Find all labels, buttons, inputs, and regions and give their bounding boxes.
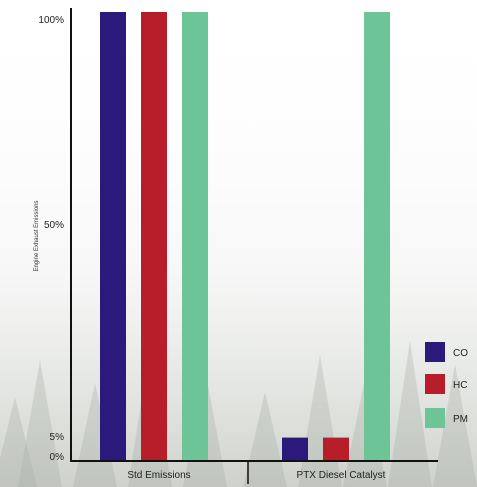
- legend-label-hc: HC: [453, 380, 467, 391]
- y-axis-label: Engine Exhaust Emissions: [34, 200, 40, 271]
- legend: CO HC PM: [425, 342, 468, 428]
- x-axis-categories: Std Emissions PTX Diesel Catalyst: [127, 470, 385, 481]
- bar-co-ptx: [282, 437, 308, 460]
- legend-swatch-hc: [425, 374, 445, 394]
- x-category-label: PTX Diesel Catalyst: [297, 470, 386, 481]
- bar-hc-ptx: [323, 437, 349, 460]
- legend-swatch-co: [425, 342, 445, 362]
- bars: [100, 12, 390, 460]
- bar-pm-std: [182, 12, 208, 460]
- bar-pm-ptx: [364, 12, 390, 460]
- tree-silhouette: [433, 364, 477, 487]
- y-tick-label: 100%: [38, 15, 64, 26]
- bar-hc-std: [141, 12, 167, 460]
- y-tick-label: 5%: [50, 432, 65, 443]
- x-category-label: Std Emissions: [127, 470, 190, 481]
- legend-swatch-pm: [425, 408, 445, 428]
- legend-label-co: CO: [453, 348, 468, 359]
- y-axis-ticks: 100% 50% 5% 0%: [38, 15, 64, 463]
- tree-silhouette: [18, 360, 62, 487]
- tree-silhouette: [388, 341, 432, 487]
- y-tick-label: 50%: [44, 220, 64, 231]
- tree-silhouette: [243, 392, 287, 487]
- tree-silhouette: [0, 397, 37, 487]
- legend-label-pm: PM: [453, 414, 468, 425]
- bar-co-std: [100, 12, 126, 460]
- y-tick-label: 0%: [50, 452, 65, 463]
